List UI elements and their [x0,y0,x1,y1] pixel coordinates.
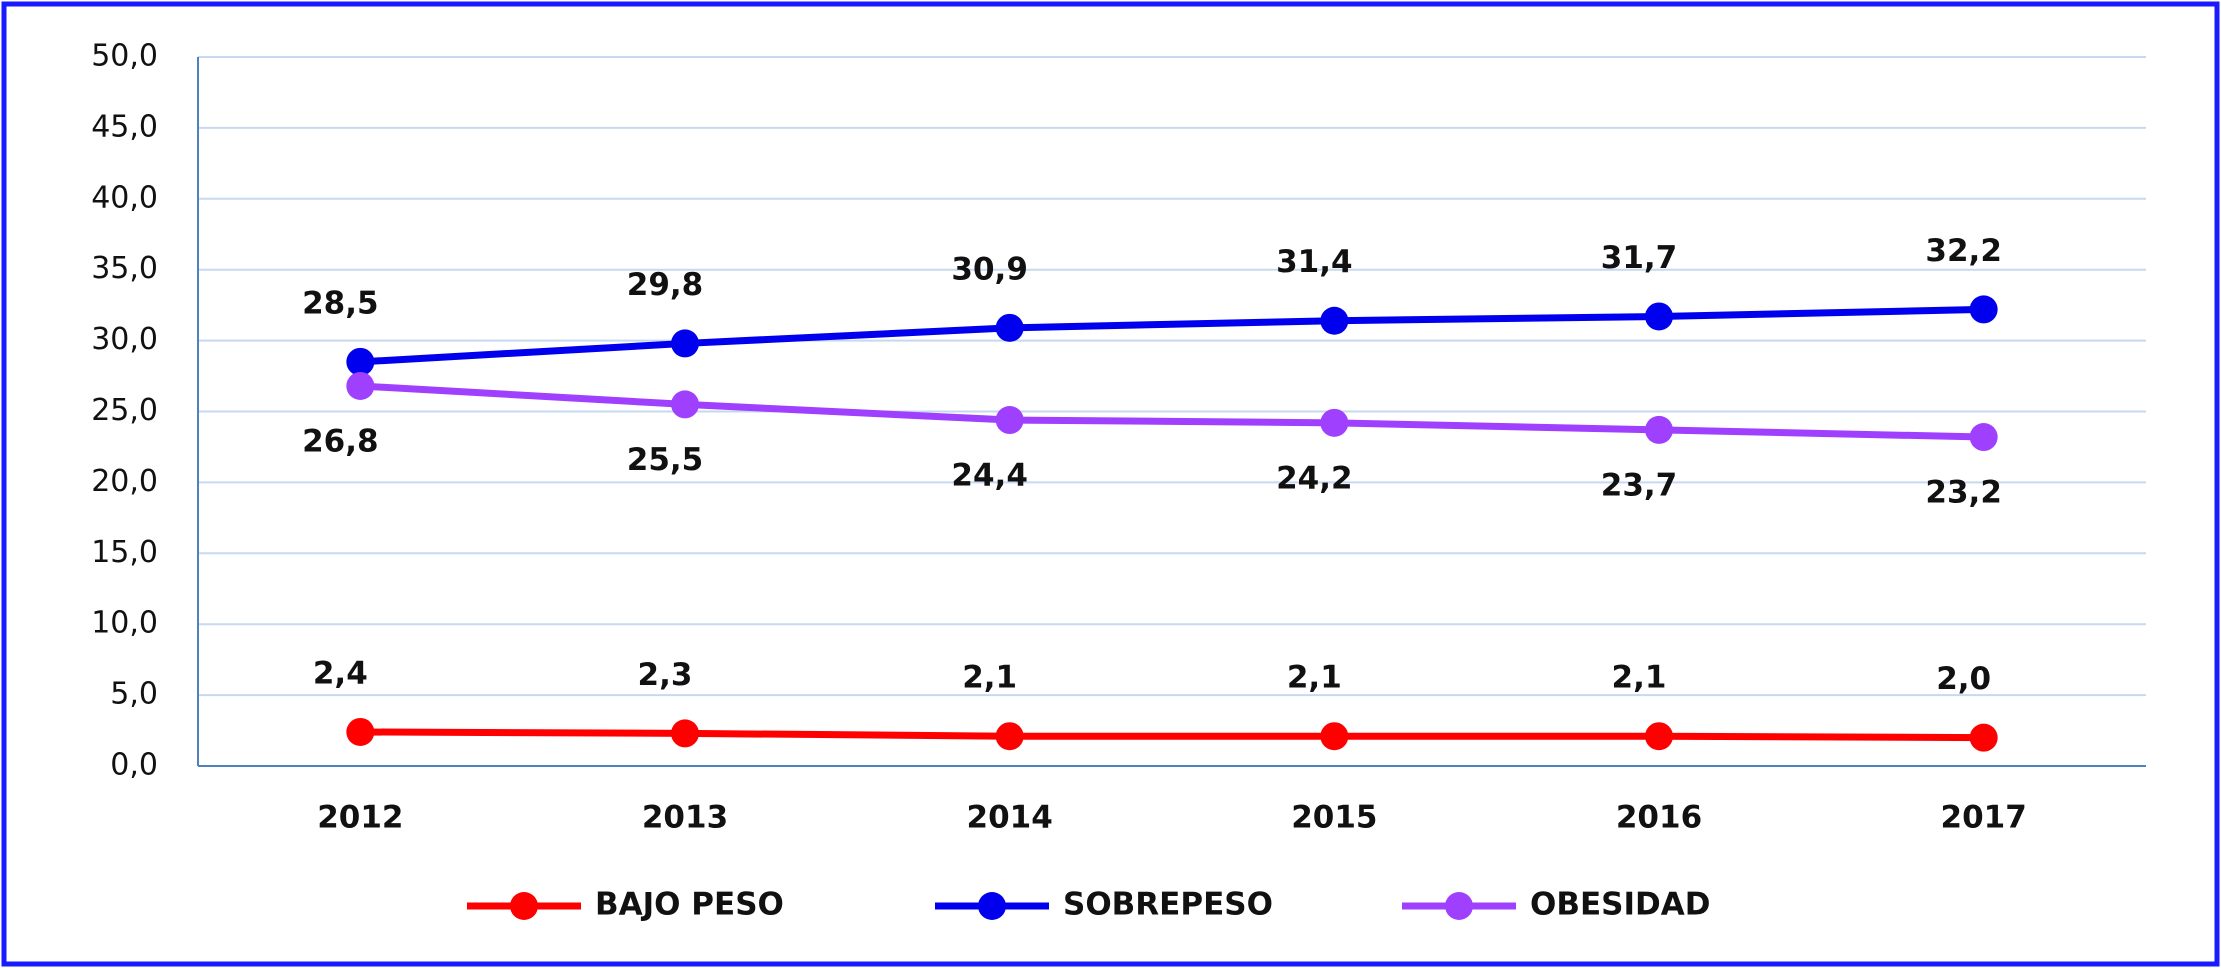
data-label: 2,1 [962,660,1017,696]
y-tick-label: 45,0 [91,109,158,144]
legend-label: OBESIDAD [1530,887,1710,923]
data-label: 24,4 [951,458,1028,494]
legend-marker [1445,892,1473,920]
data-label: 26,8 [302,423,379,459]
point [1969,295,1998,324]
point [995,313,1024,342]
data-label: 2,4 [313,655,368,691]
data-label: 32,2 [1925,233,2002,269]
data-label: 31,7 [1601,240,1678,276]
x-tick-label: 2012 [317,800,403,836]
y-tick-label: 50,0 [91,39,158,74]
y-tick-label: 30,0 [91,322,158,357]
data-label: 2,1 [1287,660,1342,696]
x-tick-label: 2013 [642,800,728,836]
data-label: 2,0 [1936,661,1991,697]
point [1969,423,1998,452]
series-line [360,305,1984,366]
data-label: 2,3 [638,657,693,693]
point [1320,408,1349,437]
data-label: 31,4 [1276,244,1353,280]
legend-marker [510,892,538,920]
y-tick-label: 5,0 [110,677,158,712]
point [671,329,699,358]
point [995,406,1024,435]
data-label: 2,1 [1612,660,1667,696]
data-label: 24,2 [1276,460,1353,496]
data-label: 28,5 [302,285,379,321]
point [671,390,699,419]
point [346,371,375,400]
y-tick-label: 25,0 [91,393,158,428]
y-tick-label: 35,0 [91,251,158,286]
data-label: 25,5 [627,442,704,478]
point [1320,306,1349,335]
legend-label: SOBREPESO [1063,887,1273,923]
data-label: 30,9 [951,251,1028,287]
point [1645,302,1673,331]
point [995,722,1024,751]
legend-marker [978,892,1006,920]
point [671,719,699,748]
point [1645,722,1673,751]
point [346,717,375,746]
point [346,347,375,376]
data-label: 29,8 [627,267,704,303]
x-tick-label: 2017 [1941,800,2027,836]
y-tick-label: 20,0 [91,464,158,499]
series-line [360,728,1984,742]
point [1320,722,1349,751]
x-tick-label: 2016 [1616,800,1702,836]
x-tick-label: 2015 [1291,800,1377,836]
y-tick-label: 0,0 [110,748,158,783]
y-tick-label: 40,0 [91,180,158,215]
x-tick-label: 2014 [967,800,1053,836]
point [1969,723,1998,752]
legend-label: BAJO PESO [595,887,784,923]
series-line [360,382,1984,441]
y-tick-label: 10,0 [91,606,158,641]
point [1645,415,1673,444]
data-label: 23,7 [1601,467,1678,503]
y-tick-label: 15,0 [91,535,158,570]
data-label: 23,2 [1925,475,2002,511]
